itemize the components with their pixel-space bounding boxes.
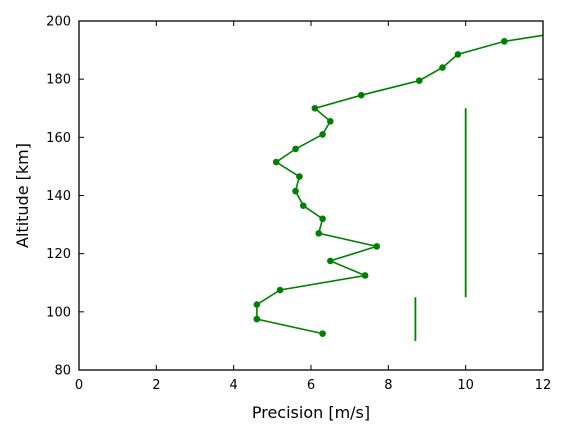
x-tick-label: 0 (75, 378, 83, 393)
y-tick-label: 120 (46, 247, 71, 262)
data-point (319, 330, 326, 337)
x-tick-label: 10 (457, 378, 474, 393)
data-point (319, 215, 326, 223)
plot-frame (78, 20, 544, 371)
x-tick-label: 4 (230, 378, 238, 393)
x-tick-label: 12 (535, 378, 552, 393)
x-axis-label: Precision [m/s] (252, 403, 370, 422)
y-tick-label: 80 (54, 364, 71, 379)
data-point (361, 272, 369, 279)
y-axis-label: Altitude [km] (13, 143, 32, 248)
y-tick-label: 140 (46, 189, 71, 204)
data-point (272, 158, 280, 166)
data-point (253, 301, 261, 308)
y-tick-label: 180 (46, 73, 71, 88)
y-tick-label: 160 (46, 131, 71, 146)
data-point (311, 104, 319, 112)
x-tick-label: 6 (307, 378, 315, 393)
y-tick-label: 200 (46, 15, 71, 30)
x-tick-label: 8 (384, 378, 392, 393)
data-point (501, 38, 508, 45)
data-point (276, 286, 284, 294)
y-tick-label: 100 (46, 305, 71, 320)
data-point (373, 243, 381, 250)
data-point (439, 64, 446, 71)
plot-background (79, 21, 543, 370)
data-point (315, 230, 323, 237)
data-point (454, 51, 462, 58)
data-point (296, 173, 303, 180)
data-point (292, 145, 299, 153)
data-marks (253, 34, 543, 341)
data-point (327, 118, 334, 125)
data-point (299, 202, 307, 209)
data-point (292, 187, 299, 195)
data-point (319, 131, 326, 138)
axis-ticks: 0 2 4 6 8 10 12 80 100 120 140 160 180 200 (46, 15, 551, 394)
data-point (327, 257, 334, 265)
data-point (357, 91, 365, 99)
x-tick-label: 2 (152, 378, 160, 393)
data-point (415, 77, 423, 84)
data-point (253, 315, 261, 323)
